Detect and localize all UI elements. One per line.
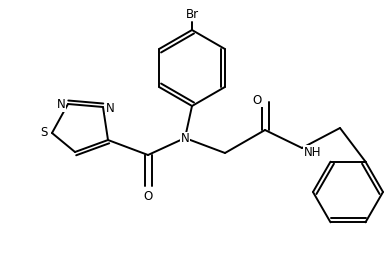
Text: O: O [252, 93, 262, 106]
Text: N: N [106, 102, 114, 115]
Text: NH: NH [304, 146, 322, 158]
Text: N: N [57, 99, 65, 112]
Text: S: S [40, 126, 48, 139]
Text: Br: Br [185, 8, 199, 21]
Text: N: N [181, 133, 189, 146]
Text: O: O [144, 189, 152, 202]
